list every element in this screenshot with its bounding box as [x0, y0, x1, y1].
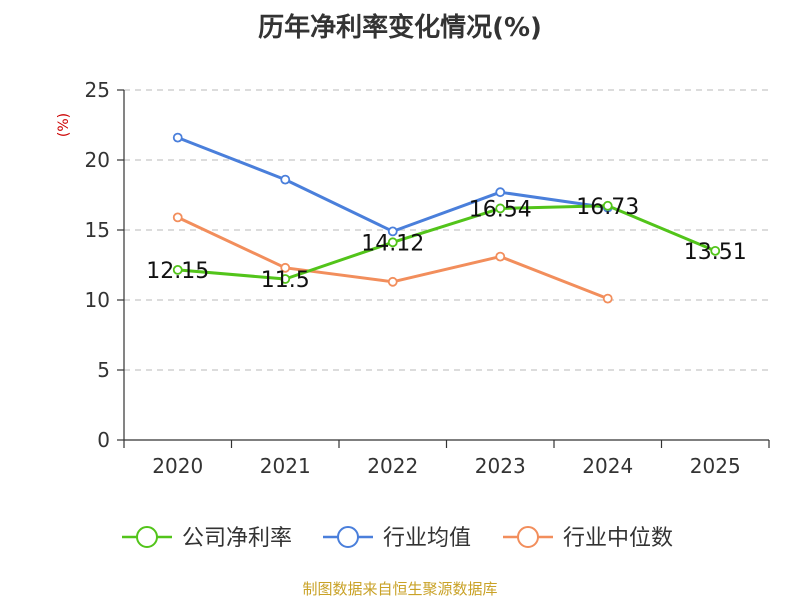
legend-marker-icon — [517, 526, 539, 548]
x-tick-label: 2023 — [475, 454, 526, 478]
series-2 — [172, 212, 613, 304]
y-tick-label: 10 — [85, 288, 110, 312]
data-label: 11.5 — [261, 268, 310, 293]
legend-label: 公司净利率 — [182, 526, 292, 551]
data-point — [172, 212, 183, 223]
y-tick-label: 5 — [97, 358, 110, 382]
data-point — [387, 276, 398, 287]
y-tick-label: 0 — [97, 428, 110, 452]
series-layer — [172, 132, 721, 304]
legend-item-1[interactable]: 行业均值 — [323, 526, 471, 551]
series-line — [177, 136, 608, 233]
legend-marker-icon — [136, 526, 158, 548]
data-point — [602, 293, 613, 304]
series-0 — [172, 200, 721, 284]
x-tick-label: 2020 — [152, 454, 203, 478]
legend-label: 行业中位数 — [563, 526, 673, 551]
y-axis-unit: (%) — [56, 113, 72, 137]
grid — [124, 89, 769, 371]
legend-item-2[interactable]: 行业中位数 — [503, 526, 673, 551]
y-tick-label: 15 — [85, 218, 110, 242]
data-point — [172, 264, 183, 275]
legend-label: 行业均值 — [383, 526, 471, 551]
data-point — [495, 187, 506, 198]
data-point — [602, 200, 613, 211]
data-point — [495, 251, 506, 262]
data-point — [172, 132, 183, 143]
data-point — [387, 226, 398, 237]
data-label: 14.12 — [361, 231, 424, 256]
data-point — [280, 174, 291, 185]
data-label: 16.73 — [576, 195, 639, 220]
chart-title: 历年净利率变化情况(%) — [258, 12, 542, 43]
series-1 — [172, 132, 613, 237]
legend[interactable]: 公司净利率 行业均值 行业中位数 — [122, 526, 673, 551]
x-tick-label: 2021 — [260, 454, 311, 478]
data-point — [280, 274, 291, 284]
data-label: 13.51 — [684, 240, 747, 265]
x-tick-label: 2024 — [582, 454, 633, 478]
data-point — [387, 237, 398, 248]
x-tick-label: 2025 — [690, 454, 741, 478]
legend-marker-icon — [337, 526, 359, 548]
data-label: 12.15 — [146, 259, 209, 284]
legend-item-0[interactable]: 公司净利率 — [122, 526, 292, 551]
x-tick-label: 2022 — [367, 454, 418, 478]
source-note: 制图数据来自恒生聚源数据库 — [302, 580, 497, 598]
y-tick-label: 20 — [85, 148, 110, 172]
data-labels: 12.15 11.5 14.12 16.54 16.73 13.51 — [146, 195, 746, 293]
data-point — [495, 203, 506, 214]
data-point — [280, 262, 291, 273]
data-label: 16.54 — [469, 197, 532, 222]
data-point — [710, 245, 721, 256]
y-tick-label: 25 — [85, 78, 110, 102]
series-line — [177, 204, 716, 281]
